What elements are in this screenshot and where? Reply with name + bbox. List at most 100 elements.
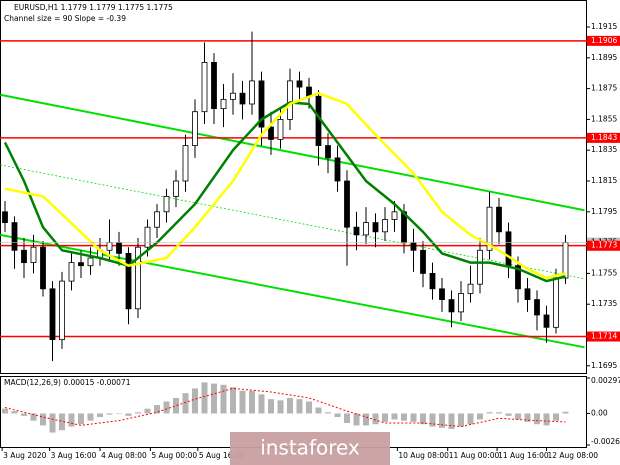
candle-body	[515, 265, 521, 290]
macd-bar	[410, 413, 417, 422]
x-tick-label: 12 Aug 08:00	[548, 451, 599, 460]
candle-body	[2, 211, 8, 223]
macd-bar	[372, 413, 379, 425]
candle-body	[192, 111, 198, 146]
macd-title: MACD(12,26,9) 0.00015 -0.00071	[4, 378, 131, 387]
macd-bar	[534, 413, 540, 425]
macd-bar	[125, 413, 132, 416]
x-tick-label: 3 Aug 16:00	[51, 451, 97, 460]
macd-bar	[306, 401, 312, 414]
macd-bar	[87, 413, 94, 421]
channel-line	[0, 93, 585, 212]
macd-bar	[173, 397, 179, 414]
macd-bar	[505, 413, 512, 416]
macd-bar	[344, 413, 350, 424]
level-label-box	[587, 35, 620, 46]
macd-bar	[287, 397, 293, 414]
macd-bar	[477, 413, 483, 420]
candle-body	[458, 293, 464, 313]
candle-body	[40, 246, 46, 290]
macd-bar	[11, 411, 18, 414]
candle-body	[287, 80, 293, 120]
macd-bar	[182, 393, 189, 414]
macd-bar	[401, 413, 407, 421]
macd-tick-label: -0.00264	[591, 437, 620, 446]
candle-body	[467, 283, 474, 294]
chart-subtitle: Channel size = 90 Slope = -0.39	[4, 14, 126, 23]
candle-body	[220, 98, 227, 110]
macd-bar	[315, 407, 322, 414]
candle-body	[486, 206, 493, 251]
candle-body	[144, 226, 151, 248]
candle-body	[410, 242, 417, 251]
moving-average	[3, 101, 566, 283]
macd-bar	[106, 413, 113, 415]
macd-bar	[458, 413, 464, 427]
moving-average	[4, 91, 566, 280]
macd-bar	[496, 412, 502, 414]
candle-body	[268, 126, 274, 140]
candle-body	[496, 206, 502, 233]
candle-body	[249, 80, 255, 105]
candle-body	[154, 211, 160, 228]
candle-body	[344, 180, 350, 228]
macd-bar	[543, 413, 550, 426]
candle-body	[334, 157, 341, 182]
macd-bar	[68, 413, 75, 427]
macd-bar	[382, 413, 388, 422]
candle-body	[363, 222, 369, 236]
macd-bar	[135, 412, 141, 414]
x-tick-label: 10 Aug 08:00	[398, 451, 449, 460]
candle-body	[68, 262, 75, 282]
macd-bar	[230, 387, 236, 414]
watermark-box	[230, 432, 390, 465]
macd-bar	[363, 413, 369, 426]
candle-body	[163, 195, 170, 213]
y-tick-label: 1.1895	[591, 53, 617, 62]
candle-body	[182, 145, 189, 182]
x-tick-label: 11 Aug 00:00	[449, 451, 500, 460]
macd-bar	[239, 390, 246, 414]
candle-body	[534, 299, 540, 316]
candle-body	[448, 299, 455, 313]
candle-body	[382, 219, 388, 233]
candle-body	[353, 226, 360, 236]
candle-body	[230, 92, 236, 100]
candle-body	[116, 242, 122, 254]
y-tick-label: 1.1735	[591, 299, 617, 308]
candle-body	[173, 180, 179, 197]
x-tick-label: 3 Aug 2020	[3, 451, 46, 460]
x-tick-label: 5 Aug 00:00	[151, 451, 197, 460]
level-label: 1.1773	[591, 241, 617, 250]
candle-body	[211, 62, 217, 110]
candle-body	[420, 249, 426, 274]
macd-bar	[515, 413, 521, 420]
macd-bar	[201, 382, 208, 414]
candle-body	[477, 249, 483, 285]
level-label: 1.1843	[591, 133, 617, 142]
candle-body	[201, 62, 208, 113]
macd-bar	[192, 388, 198, 414]
macd-bar	[448, 413, 455, 429]
candle-body	[543, 314, 550, 328]
candle-body	[553, 277, 559, 328]
y-tick-label: 1.1915	[591, 22, 617, 31]
x-tick-label: 5 Aug 16:00	[199, 451, 245, 460]
macd-bar	[21, 413, 27, 416]
macd-tick-label: 0.00	[591, 408, 608, 417]
y-tick-label: 1.1815	[591, 176, 617, 185]
macd-bar	[562, 411, 569, 414]
macd-bar	[296, 399, 303, 414]
macd-bar	[334, 413, 341, 418]
channel-center	[0, 164, 585, 280]
macd-bar	[258, 394, 265, 414]
macd-bar	[59, 413, 65, 431]
candle-body	[325, 145, 331, 159]
macd-bar	[391, 413, 398, 420]
macd-bar	[49, 413, 56, 433]
candle-body	[439, 288, 445, 300]
macd-bar	[486, 412, 493, 414]
macd-bar	[220, 384, 227, 414]
